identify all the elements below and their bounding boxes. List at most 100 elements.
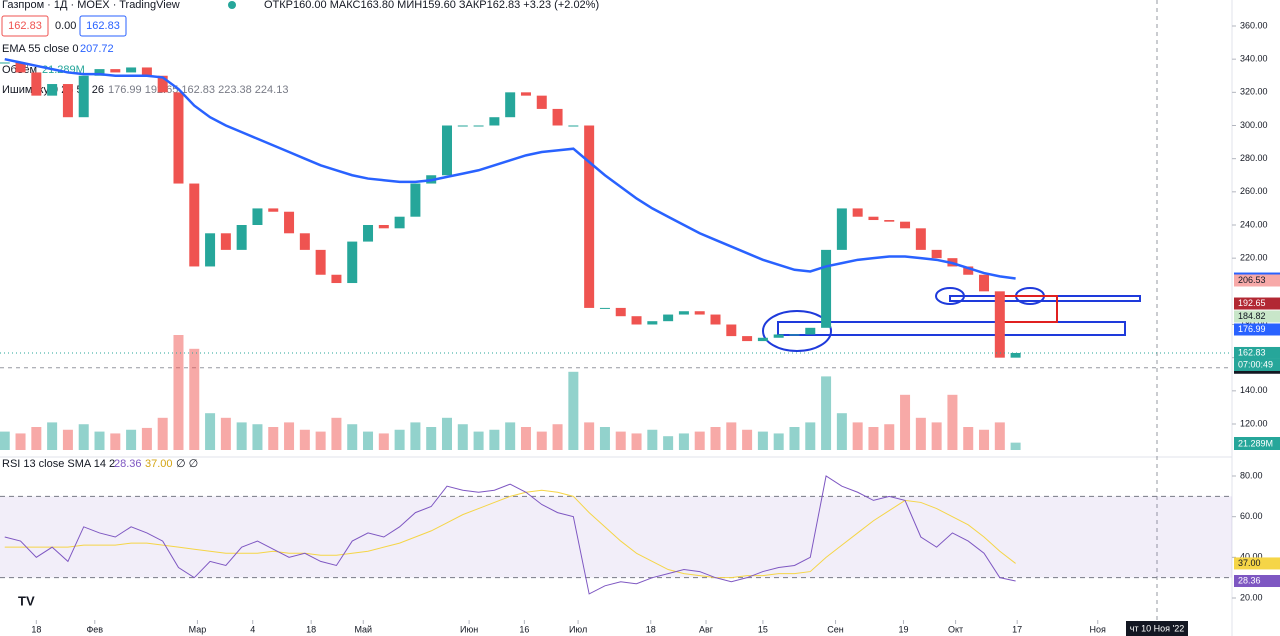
candle [378,225,389,229]
vol-label: 21.289M [1238,438,1273,448]
volume-bar [631,433,642,450]
candle [347,241,358,284]
volume-bar [284,422,295,450]
y-tick-label: 340.00 [1240,54,1268,64]
volume-bar [157,417,168,450]
volume-bar [773,433,784,450]
x-tick-label: Ноя [1090,624,1107,634]
candle [252,208,263,225]
cursor-label: чт 10 Ноя '22 [1130,623,1184,633]
countdown-box [1234,358,1280,371]
candle [157,75,168,93]
volume-bar [410,422,421,450]
volume-bar [931,422,942,450]
rsi-legend: RSI 13 close SMA 14 2 [2,458,115,470]
ema-legend: EMA 55 close 0 [2,43,78,55]
volume-bar [710,427,721,450]
volume-bar [173,335,184,450]
candle [315,249,326,275]
candle [757,337,768,342]
x-tick-label: 15 [758,624,768,634]
volume-bar [378,433,389,450]
candle [631,316,642,325]
candle [473,125,484,127]
volume-bar [915,417,926,450]
candle [678,311,689,315]
volume-bar [268,427,279,450]
x-tick-label: 4 [250,624,255,634]
candle [457,125,468,127]
volume-bar [584,422,595,450]
volume-bar [979,429,990,450]
candle [236,225,247,250]
x-tick-label: Авг [699,624,714,634]
x-tick-label: Июл [569,624,587,634]
candle [979,274,990,292]
ichi-legend-values: 176.99 192.65 162.83 223.38 224.13 [108,84,288,96]
candle [931,249,942,259]
candle [505,92,516,118]
volume-bar [868,427,879,450]
candle [536,95,547,109]
candle [15,62,26,73]
candle [284,211,295,234]
rsi-legend-extra: ∅ ∅ [176,458,198,470]
rsi-legend-sma: 37.00 [145,458,173,470]
volume-bar [884,424,895,450]
ema-line [4,57,1016,280]
volume-bar [505,422,516,450]
volume-bar [205,413,216,450]
candle [394,216,405,229]
symbol: Газпром · 1Д · MOEX · TradingView [2,0,180,11]
y-tick-label: 240.00 [1240,219,1268,229]
volume-bar [647,429,658,450]
drawn-ellipse [762,310,832,352]
price-label-box [1234,297,1280,310]
status-dot [228,1,236,9]
candle [584,125,595,308]
candle [615,307,626,317]
volume-bar [220,417,231,450]
rsi-tick-label: 60.00 [1240,511,1263,521]
y-tick-label: 120.00 [1240,418,1268,428]
price-label: 162.83 [1238,347,1266,357]
volume-bar [299,429,310,450]
bid-box[interactable] [1,15,49,37]
price-label-box [1234,323,1280,336]
x-tick-label: Июн [460,624,478,634]
volume-bar [78,424,89,450]
ohlc: ОТКР160.00 МАКС163.80 МИН159.60 ЗАКР162.… [264,0,599,11]
x-tick-label: 16 [519,624,529,634]
volume-bar [141,427,152,450]
candle [205,233,216,267]
candle [568,125,579,127]
volume-bar [331,417,342,450]
price-label: 184.82 [1238,311,1266,321]
candle [726,324,737,337]
ema-legend-value: 207.72 [80,43,114,55]
volume-bar [426,427,437,450]
price-label: 206.53 [1238,275,1266,285]
vol-label-box [1234,437,1280,450]
volume-bar [694,431,705,450]
ask-box[interactable] [79,15,127,37]
volume-bar [805,422,816,450]
price-label-box [1234,274,1280,287]
volume-bar [0,431,10,450]
volume-bar [615,431,626,450]
candle [963,266,974,275]
volume-bar [110,433,121,450]
countdown: 07:00:49 [1238,359,1273,369]
volume-bar [236,422,247,450]
candle [189,183,200,267]
volume-bar [520,427,531,450]
candle [994,291,1005,358]
rsi-legend-value: 28.36 [114,458,142,470]
candle [489,117,500,126]
volume-bar [963,427,974,450]
candle [710,314,721,325]
candle [900,221,911,229]
volume-bar [663,436,674,450]
candle [62,84,73,118]
volume-bar [457,424,468,450]
